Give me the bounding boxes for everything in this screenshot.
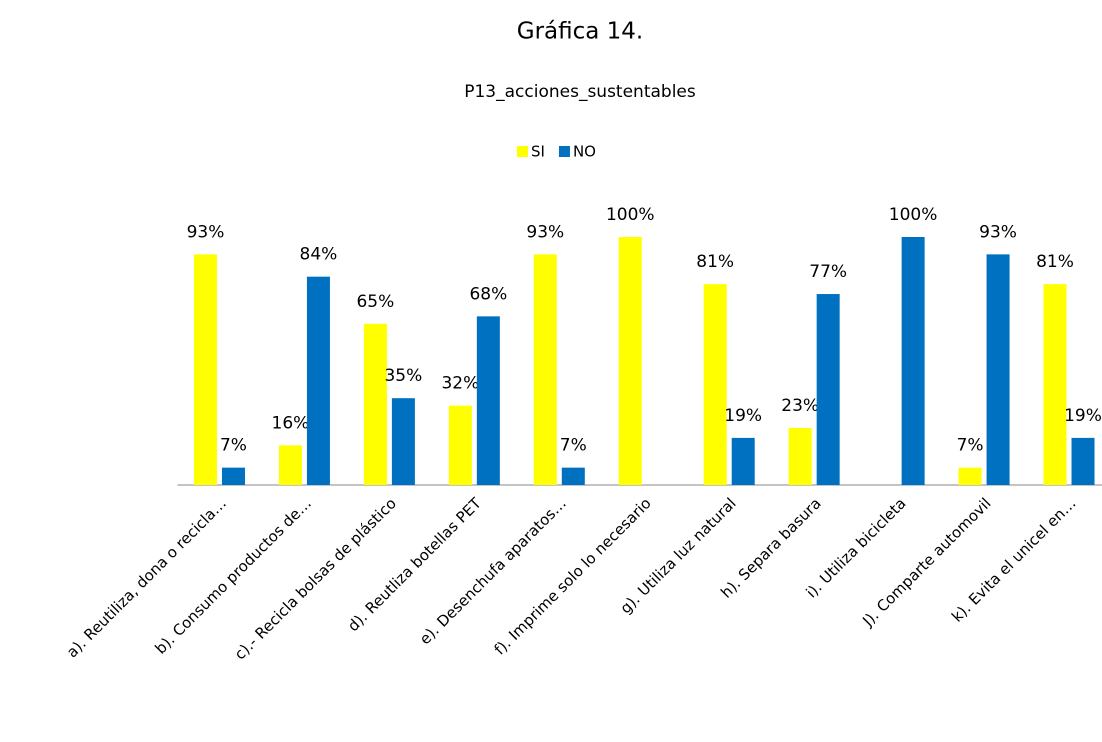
data-label: 93% [187,222,225,242]
data-label: 93% [979,222,1017,242]
legend: SI NO [517,143,596,161]
data-label: 19% [1064,406,1102,426]
bar [476,316,500,485]
x-tick-label: e). Desenchufa aparatos… [416,494,570,648]
bar [221,467,245,485]
bar [363,323,387,485]
x-tick-label: f). Imprime solo lo necesario [491,494,655,658]
bar [816,294,840,485]
data-label: 100% [606,205,655,225]
x-tick-label: a). Reutiliza, dona o recicla… [63,494,230,661]
bar [901,237,925,485]
data-label: 23% [781,396,819,416]
bar [731,437,755,485]
data-label: 35% [384,366,422,386]
legend-label: SI [531,143,545,161]
bar [561,467,585,485]
data-label: 84% [300,245,338,265]
data-label: 93% [526,222,564,242]
data-label: 7% [220,436,247,456]
bar [448,405,472,485]
chart-title: Gráfica 14. [517,19,644,45]
bar [618,237,642,485]
legend-swatch [517,146,528,157]
bar [1043,284,1067,485]
data-label: 32% [441,374,479,394]
data-label: 7% [560,436,587,456]
bar [193,254,217,485]
bar [1071,437,1095,485]
bar [278,445,302,485]
data-label: 19% [724,406,762,426]
legend-swatch [558,146,570,157]
data-label: 77% [809,262,847,282]
legend-label: NO [573,143,596,161]
data-label: 81% [696,252,734,272]
data-label: 81% [1036,252,1074,272]
bar [306,276,330,485]
data-label: 7% [957,436,984,456]
bar [986,254,1010,485]
data-label: 16% [272,413,310,433]
data-label: 65% [356,292,394,312]
bar [533,254,557,485]
bar [788,427,812,485]
bar [703,284,727,485]
bar [391,398,415,485]
chart-subtitle: P13_acciones_sustentables [464,82,696,102]
x-tick-label: c).- Recicla bolsas de plástico [231,494,400,663]
bar [958,467,982,485]
data-label: 100% [889,205,938,225]
data-label: 68% [469,284,507,304]
x-tick-label: b). Consumo productos de… [151,494,314,657]
